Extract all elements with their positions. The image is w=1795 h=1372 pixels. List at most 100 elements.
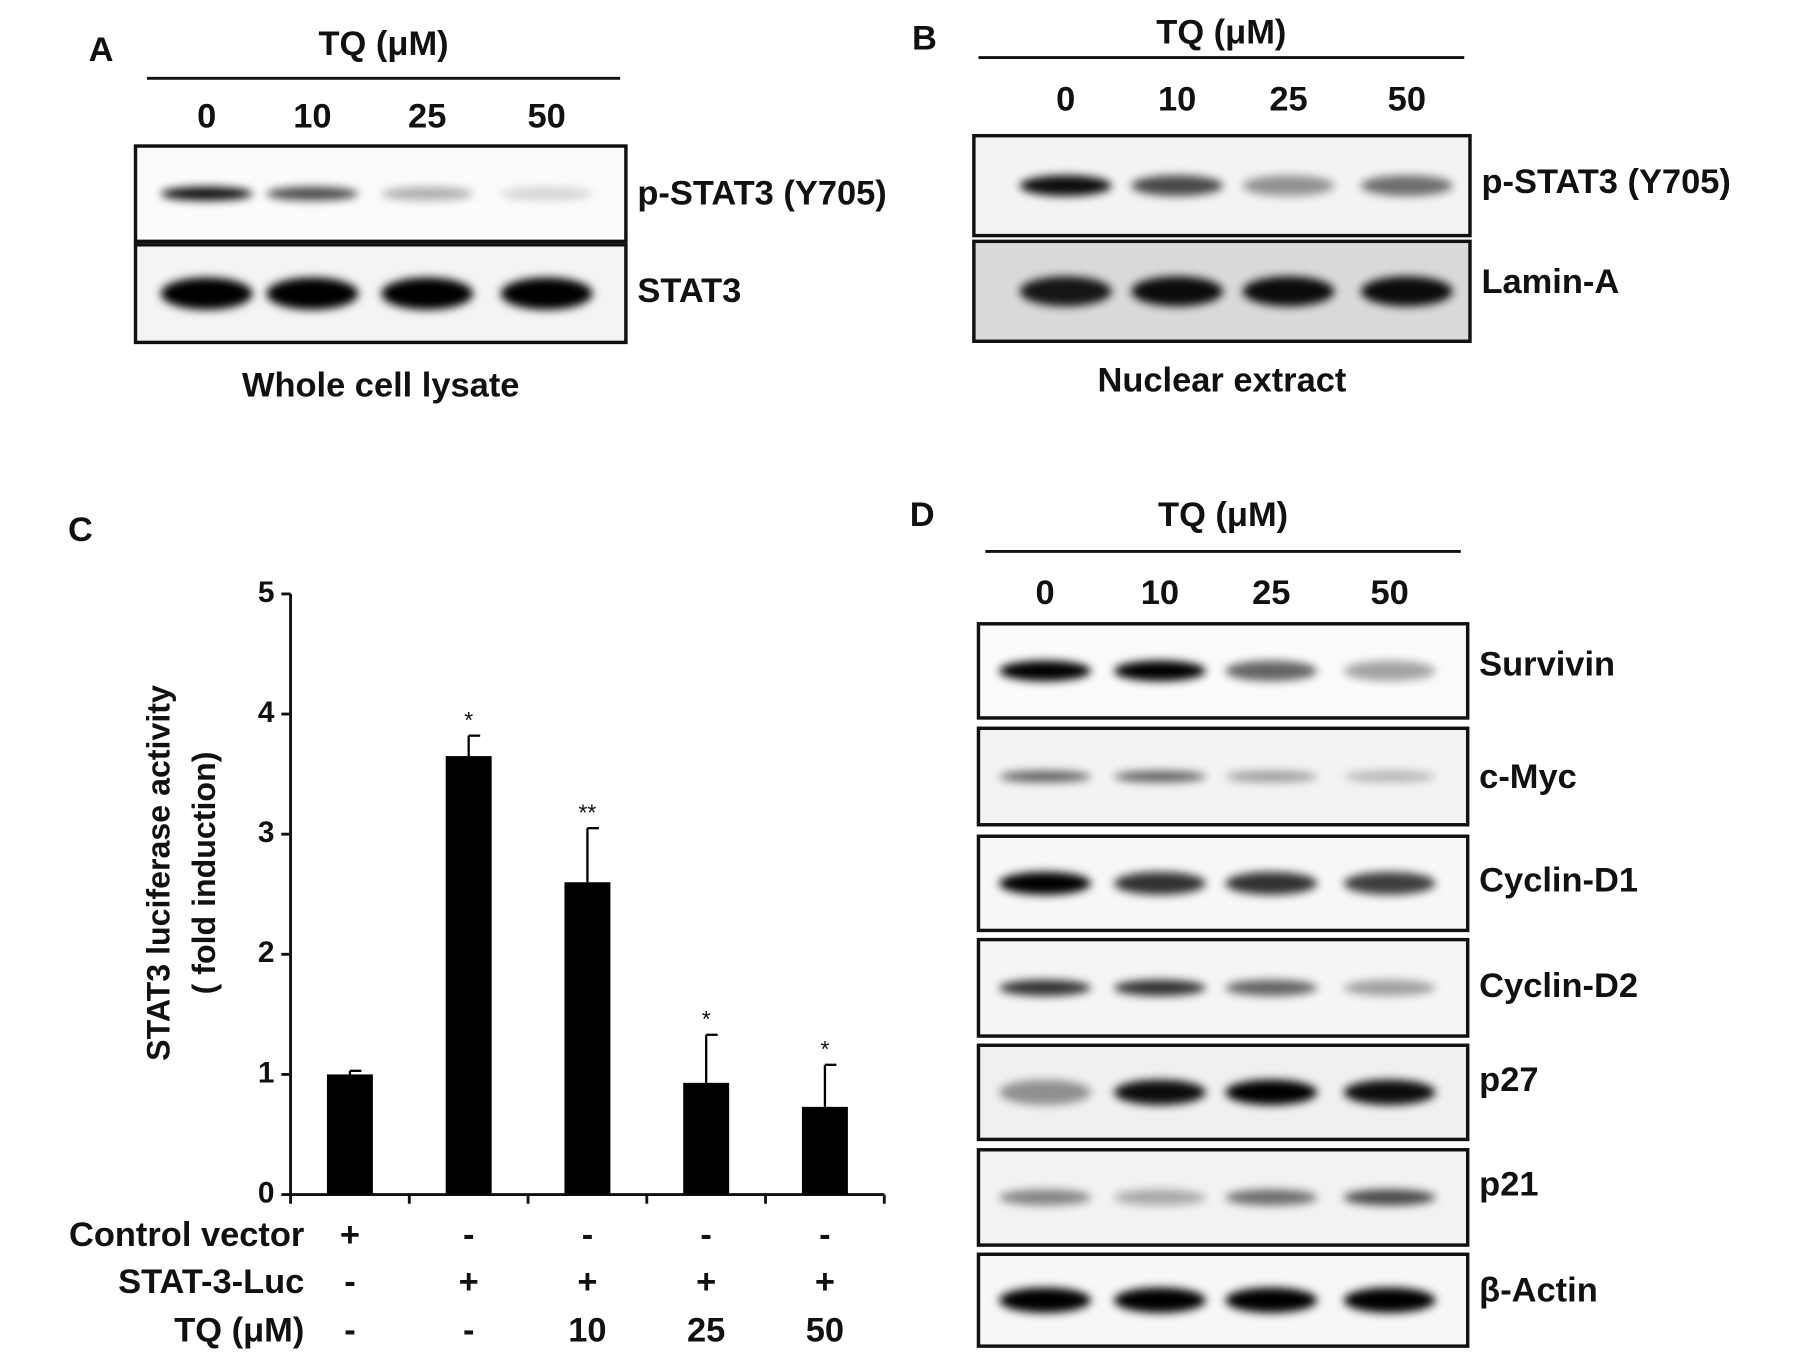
significance-label: ** [578,799,596,825]
significance-label: * [464,707,473,733]
blot-band [999,770,1092,783]
blot-band [1113,1079,1206,1105]
condition-value: 10 [568,1311,606,1349]
blot-band [1131,175,1224,196]
dose-label: 10 [1141,574,1179,612]
condition-value: + [815,1263,835,1301]
bar [683,1082,730,1195]
blot-band [381,186,474,201]
bar [801,1106,848,1195]
condition-value: - [344,1263,355,1301]
blot-label: c-Myc [1479,758,1577,796]
dose-label: 0 [197,98,216,136]
blot-band [1225,979,1318,996]
blot-frame [972,239,1472,343]
condition-value: + [340,1216,360,1254]
treatment-label: TQ (μM) [319,25,449,63]
significance-label: * [820,1036,829,1062]
blot-band [266,277,359,310]
blot-band [266,186,359,201]
condition-label: STAT-3-Luc [118,1263,304,1301]
condition-label: TQ (μM) [174,1311,304,1349]
y-tick-label: 2 [258,936,275,969]
dose-label: 25 [1269,80,1307,118]
blot-frame [976,726,1470,827]
blot-frame [133,144,628,244]
panel-letter: D [910,496,935,534]
blot-band [1113,770,1206,783]
dose-label: 50 [1388,80,1426,118]
blot-frame [976,622,1470,720]
blot-label: Cyclin-D2 [1479,967,1638,1005]
panel-letter: B [912,19,937,57]
y-tick-label: 5 [258,576,275,609]
blot-band [1225,1287,1318,1313]
blot-band [1343,770,1436,783]
condition-value: - [463,1216,474,1254]
blot-band [500,277,593,310]
blot-band [999,871,1092,895]
blot-band [1343,979,1436,996]
treatment-label: TQ (μM) [1156,14,1286,52]
dose-label: 0 [1035,574,1054,612]
blot-band [1225,660,1318,682]
blot-band [1225,871,1318,895]
condition-value: - [463,1311,474,1349]
blot-band [999,660,1092,682]
treatment-label: TQ (μM) [1158,496,1288,534]
y-tick-label: 3 [258,816,275,849]
condition-value: - [700,1216,711,1254]
condition-label: Control vector [69,1216,304,1254]
blot-band [1343,1189,1436,1206]
panel-letter: A [89,31,114,69]
bar [445,756,492,1195]
blot-frame [976,1252,1470,1348]
dose-label: 50 [1370,574,1408,612]
blot-band [1225,770,1318,783]
blot-label: Cyclin-D1 [1479,861,1638,899]
blot-band [1113,1287,1206,1313]
blot-band [1019,175,1112,196]
y-axis-label: ( fold induction) [186,752,222,995]
bar [326,1074,373,1195]
blot-band [1343,660,1436,682]
blot-band [1360,175,1453,196]
condition-value: + [577,1263,597,1301]
blot-band [1360,276,1453,307]
blot-band [1225,1189,1318,1206]
condition-value: 25 [687,1311,725,1349]
blot-band [1225,1079,1318,1105]
blot-label: Survivin [1479,645,1615,683]
blot-label: p21 [1479,1166,1538,1204]
dose-label: 50 [527,98,565,136]
dose-label: 0 [1056,80,1075,118]
blot-band [381,277,474,310]
blot-band [999,979,1092,996]
condition-value: + [459,1263,479,1301]
y-tick-label: 4 [258,696,275,729]
bar [564,882,611,1195]
condition-value: 50 [806,1311,844,1349]
dose-label: 10 [293,98,331,136]
blot-frame [976,937,1470,1038]
blot-band [160,186,253,201]
blot-label: p27 [1479,1061,1538,1099]
blot-label: p-STAT3 (Y705) [637,175,886,213]
blot-frame [972,133,1472,238]
panel-letter: C [68,511,93,549]
blot-band [1343,871,1436,895]
dose-label: 25 [1252,574,1290,612]
blot-band [999,1079,1092,1105]
blot-band [1113,1189,1206,1206]
dose-label: 10 [1158,80,1196,118]
blot-band [999,1189,1092,1206]
blot-label: β-Actin [1479,1271,1598,1309]
blot-band [1343,1079,1436,1105]
blot-frame [133,243,628,345]
condition-value: - [344,1311,355,1349]
blot-frame [976,1148,1470,1247]
y-tick-label: 0 [258,1176,275,1209]
significance-label: * [702,1006,711,1032]
blot-label: STAT3 [637,272,741,310]
